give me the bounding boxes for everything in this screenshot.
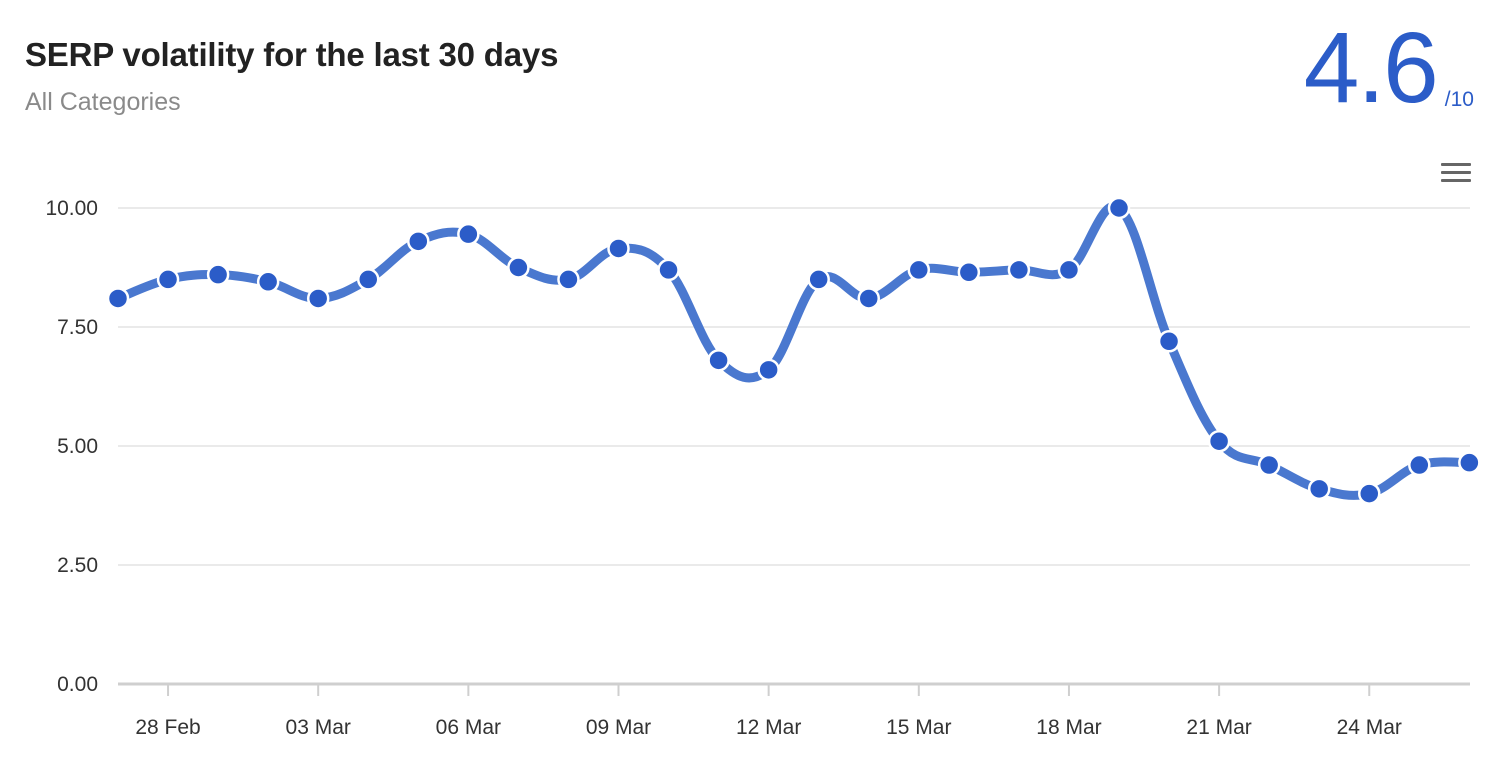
data-point xyxy=(1207,429,1231,453)
data-point xyxy=(1458,451,1481,474)
volatility-score: 4.6 /10 xyxy=(1304,18,1474,118)
data-point xyxy=(457,222,480,246)
data-point xyxy=(857,287,880,310)
data-point xyxy=(907,258,931,282)
data-point xyxy=(957,261,981,284)
y-tick-label: 10.00 xyxy=(45,197,98,220)
y-tick-label: 5.00 xyxy=(57,435,98,458)
data-point xyxy=(707,349,730,372)
data-point xyxy=(1107,196,1131,220)
y-tick-label: 7.50 xyxy=(57,316,98,339)
data-point xyxy=(1257,453,1281,477)
x-tick-label: 06 Mar xyxy=(436,716,501,739)
chart-subtitle: All Categories xyxy=(25,88,181,116)
x-axis xyxy=(118,682,1470,696)
data-point xyxy=(407,230,430,253)
data-point xyxy=(1358,482,1381,505)
y-tick-label: 0.00 xyxy=(57,673,98,696)
data-point xyxy=(507,256,530,279)
data-point xyxy=(1307,477,1331,501)
x-tick-label: 24 Mar xyxy=(1337,716,1402,739)
x-tick-label: 18 Mar xyxy=(1036,716,1101,739)
data-point xyxy=(206,263,230,286)
data-point xyxy=(1007,258,1031,282)
x-tick-label: 12 Mar xyxy=(736,716,801,739)
data-point xyxy=(757,358,780,382)
data-point xyxy=(256,270,280,294)
data-point xyxy=(807,268,830,291)
grid-layer xyxy=(118,207,1470,566)
series-markers xyxy=(106,196,1481,505)
data-point xyxy=(557,268,580,291)
data-point xyxy=(607,237,630,260)
axis-labels: 0.00 2.50 5.00 7.50 10.00 28 Feb 03 Mar 06 Mar 0… xyxy=(45,197,1401,739)
data-point xyxy=(306,287,330,310)
score-max: /10 xyxy=(1444,88,1474,111)
score-value: 4.6 xyxy=(1303,12,1439,124)
y-tick-label: 2.50 xyxy=(57,554,98,577)
data-point xyxy=(156,268,180,291)
x-tick-label: 15 Mar xyxy=(886,716,951,739)
series-line xyxy=(113,201,1474,500)
data-point xyxy=(657,258,680,282)
data-point xyxy=(1157,330,1181,353)
x-tick-label: 21 Mar xyxy=(1186,716,1251,739)
data-point xyxy=(357,268,380,291)
data-point xyxy=(1408,453,1431,477)
chart-title: SERP volatility for the last 30 days xyxy=(25,36,559,73)
x-tick-label: 28 Feb xyxy=(135,716,200,739)
x-tick-label: 09 Mar xyxy=(586,716,651,739)
data-point xyxy=(1057,258,1081,282)
hamburger-menu-icon[interactable] xyxy=(1438,158,1474,188)
series-path xyxy=(113,201,1474,500)
x-tick-label: 03 Mar xyxy=(286,716,351,739)
data-point xyxy=(106,287,130,310)
